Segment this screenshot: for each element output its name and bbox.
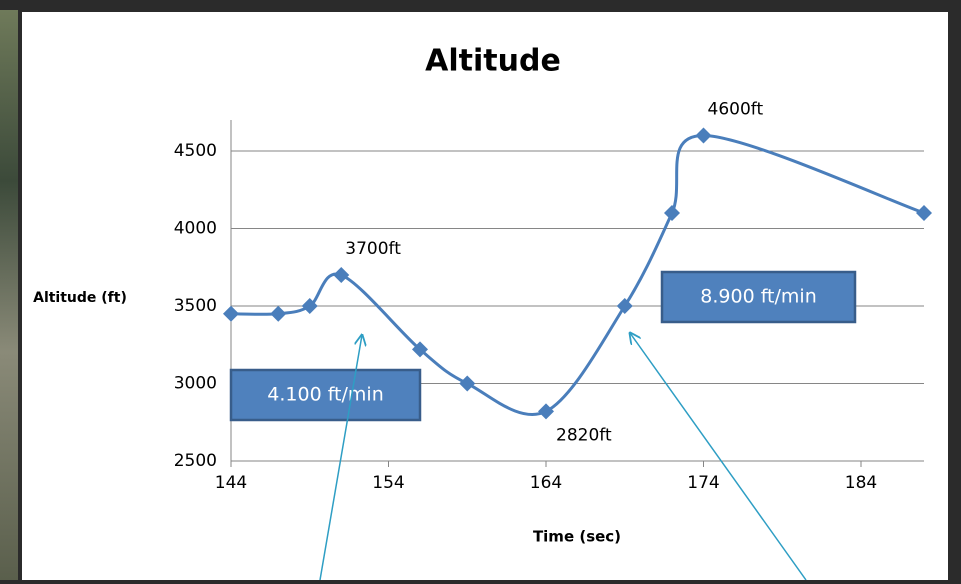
- x-tick-label: 154: [372, 473, 404, 493]
- marker: [412, 341, 428, 358]
- marker: [616, 298, 633, 314]
- y-tick-label: 3000: [174, 374, 217, 394]
- x-tick-label: 174: [687, 473, 719, 493]
- x-tick-label: 184: [845, 473, 877, 493]
- y-tick-label: 2500: [174, 451, 217, 471]
- data-label: 4600ft: [708, 100, 764, 120]
- marker: [301, 298, 318, 314]
- y-tick-label: 4000: [174, 219, 217, 239]
- data-label: 3700ft: [345, 239, 401, 259]
- annotation-text: 8.900 ft/min: [700, 286, 816, 308]
- side-image: [0, 10, 18, 580]
- annotation-box: [660, 270, 857, 324]
- data-label: 2820ft: [556, 425, 612, 445]
- annotation-text: 4.100 ft/min: [267, 384, 383, 406]
- chart-title: Altitude: [425, 44, 561, 79]
- y-axis-label: Altitude (ft): [33, 290, 127, 306]
- y-tick-label: 3500: [174, 296, 217, 316]
- arrow: [630, 333, 807, 581]
- marker: [916, 205, 932, 221]
- x-tick-label: 144: [215, 473, 247, 493]
- annotation-box: [229, 368, 422, 422]
- x-tick-label: 164: [530, 473, 562, 493]
- marker: [270, 305, 287, 322]
- marker: [538, 403, 554, 420]
- marker: [223, 305, 239, 322]
- y-tick-label: 4500: [174, 141, 217, 161]
- marker: [664, 205, 680, 221]
- arrow: [319, 335, 362, 581]
- x-axis-label: Time (sec): [533, 528, 621, 546]
- marker: [333, 267, 350, 283]
- marker: [459, 375, 476, 392]
- marker: [695, 127, 712, 144]
